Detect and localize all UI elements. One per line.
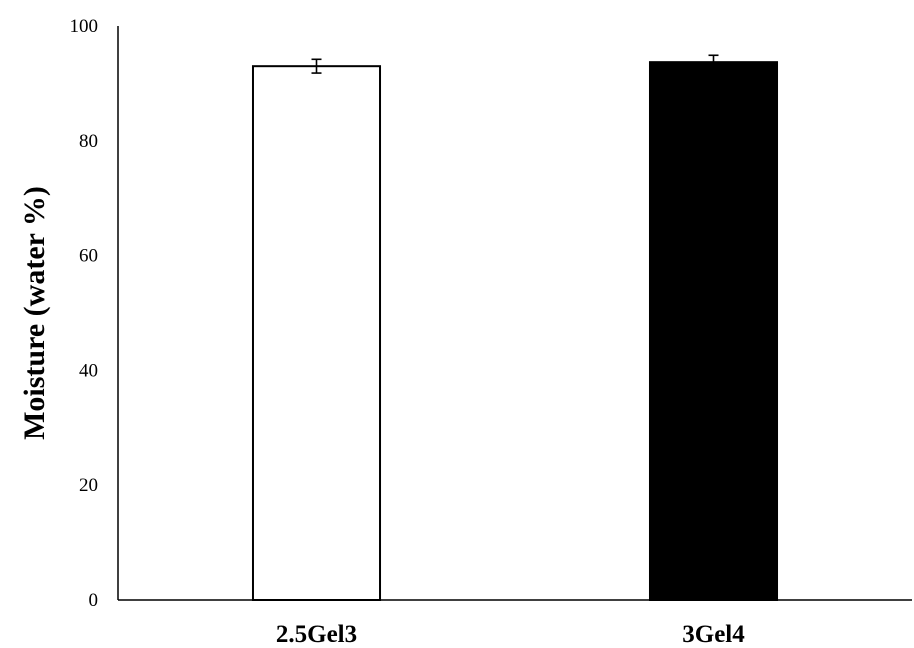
y-tick-label: 20 [79, 475, 98, 496]
category-labels: 2.5Gel3 3Gel4 [276, 621, 745, 648]
error-bar-3Gel4 [708, 54, 719, 70]
y-tick-label: 80 [79, 131, 98, 152]
bar-2.5Gel3 [251, 65, 382, 602]
error-bars [311, 54, 719, 74]
y-tick-label: 40 [79, 360, 98, 381]
bar-3Gel4 [648, 61, 779, 602]
y-tick-label: 100 [70, 16, 99, 37]
category-label: 2.5Gel3 [276, 621, 357, 648]
error-bar-2.5Gel3 [311, 58, 322, 74]
bars [251, 61, 779, 602]
y-tick-label: 60 [79, 246, 98, 267]
y-axis-title: Moisture (water %) [18, 186, 51, 440]
category-label: 3Gel4 [682, 621, 745, 648]
y-tick-labels: 0 20 40 60 80 100 [70, 16, 99, 611]
y-tick-label: 0 [89, 590, 99, 611]
